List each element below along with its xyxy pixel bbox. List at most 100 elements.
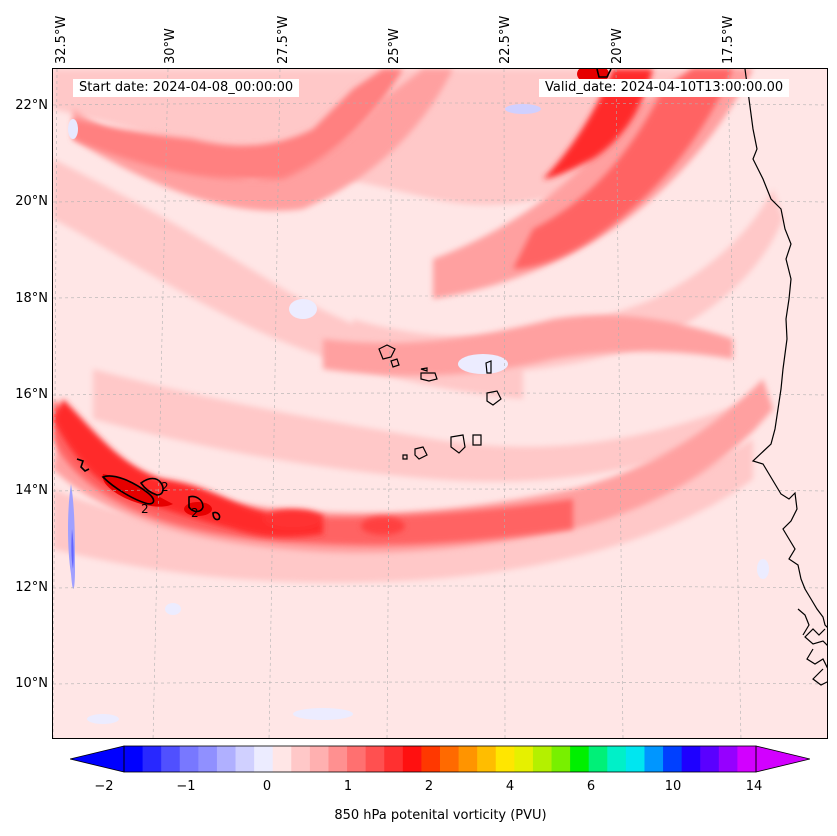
arc-north <box>73 69 453 211</box>
latitude-label: 20°N <box>15 194 48 209</box>
colorbar-tick-label: 2 <box>424 779 434 794</box>
colorbar-tick-label: 4 <box>505 779 515 794</box>
meridian <box>727 69 742 738</box>
start-date-label: Start date: 2024-04-08_00:00:00 <box>73 79 300 97</box>
graticule <box>53 69 827 738</box>
colorbar-segment <box>216 746 237 772</box>
negative-strip-west-core <box>71 529 74 569</box>
colorbar-segment <box>365 746 385 772</box>
longitude-label: 25°W <box>387 28 402 64</box>
colorbar-segment <box>607 746 627 772</box>
northwest-jet <box>73 69 403 180</box>
latitude-label: 16°N <box>15 387 48 402</box>
colorbar-segment <box>477 746 497 772</box>
colorbar-segment <box>124 746 144 772</box>
contour-label: 2 <box>161 480 169 494</box>
longitude-label: 22.5°W <box>498 15 513 64</box>
meridian <box>615 69 624 738</box>
colorbar-segment <box>161 746 181 772</box>
pv-negative-patches <box>68 104 769 724</box>
colorbar-segments <box>124 746 757 772</box>
africa-coastline <box>744 69 827 628</box>
colorbar-segment <box>272 746 292 772</box>
parallel <box>53 102 827 106</box>
colorbar-tick-label: 10 <box>664 779 682 794</box>
latitude-label: 18°N <box>15 291 48 306</box>
island <box>486 390 502 406</box>
coast-detail <box>804 628 827 646</box>
island <box>420 372 438 382</box>
island <box>402 454 408 460</box>
pv-2-contour <box>76 458 90 472</box>
colorbar-segment <box>254 746 274 772</box>
coast-detail <box>812 668 827 686</box>
coast-detail <box>806 648 827 669</box>
colorbar-min-extension <box>69 745 125 773</box>
colorbar-segment <box>625 746 645 772</box>
island <box>450 434 466 454</box>
negative-patch <box>87 714 119 724</box>
colorbar-segment <box>347 746 367 772</box>
colorbar-tick-label: 1 <box>343 779 353 794</box>
colorbar <box>69 744 811 774</box>
pv-2-contour <box>596 69 612 78</box>
band-central <box>93 369 753 482</box>
colorbar-segment <box>718 746 738 772</box>
negative-patch <box>68 119 78 139</box>
parallel <box>53 488 827 492</box>
parallel <box>53 585 827 589</box>
parallel <box>53 392 827 396</box>
cape-verde-islands <box>378 344 502 460</box>
colorbar-segment <box>384 746 404 772</box>
island <box>420 367 428 372</box>
colorbar-segment <box>440 746 460 772</box>
latitude-label: 10°N <box>15 676 48 691</box>
colorbar-label: 850 hPa potenital vorticity (PVU) <box>334 808 547 823</box>
colorbar-tick-label: 6 <box>586 779 596 794</box>
meridian <box>503 69 506 738</box>
colorbar-tick-label: −2 <box>94 779 114 794</box>
latitude-label: 14°N <box>15 483 48 498</box>
colorbar-tick-label: −1 <box>176 779 196 794</box>
colorbar-segment <box>198 746 218 772</box>
negative-patch <box>757 559 769 579</box>
colorbar-segment <box>551 746 571 772</box>
contour-labels: 2 2 2 <box>141 480 199 520</box>
longitude-label: 27.5°W <box>276 15 291 64</box>
colorbar-outline <box>123 745 757 773</box>
vorticity-field: 2 2 2 <box>53 69 827 738</box>
core-cell <box>361 517 405 535</box>
colorbar-segment <box>514 746 534 772</box>
band-lower <box>53 439 753 583</box>
island <box>414 446 428 460</box>
colorbar-segment <box>142 746 162 772</box>
colorbar-graphic <box>69 745 811 773</box>
colorbar-segment <box>532 746 553 772</box>
pv-2-contour <box>101 475 155 505</box>
parallel <box>53 681 827 685</box>
contour-label: 2 <box>141 502 149 516</box>
island <box>378 344 396 360</box>
colorbar-segment <box>588 746 608 772</box>
negative-patch <box>289 299 317 319</box>
northern-jet <box>513 69 733 269</box>
band-central-medium <box>323 315 733 376</box>
map-panel: 2 2 2 Start date: 2024-04-08_00:00:00 Va… <box>52 68 828 739</box>
longitude-label: 30°W <box>163 28 178 64</box>
pv-contours <box>76 69 612 521</box>
colorbar-segment <box>291 746 311 772</box>
colorbar-segment <box>737 746 757 772</box>
longitude-label: 32.5°W <box>54 15 69 64</box>
parallel <box>53 295 827 299</box>
meridian <box>386 69 393 738</box>
latitude-label: 22°N <box>15 98 48 113</box>
colorbar-segment <box>309 746 329 772</box>
colorbar-segment <box>663 746 683 772</box>
coastline <box>744 69 827 686</box>
negative-patch <box>505 104 541 114</box>
pv-2-contour <box>188 495 204 513</box>
colorbar-tick-label: 0 <box>262 779 272 794</box>
longitude-label: 17.5°W <box>721 15 736 64</box>
negative-patch <box>293 708 353 720</box>
negative-patch <box>458 354 508 374</box>
